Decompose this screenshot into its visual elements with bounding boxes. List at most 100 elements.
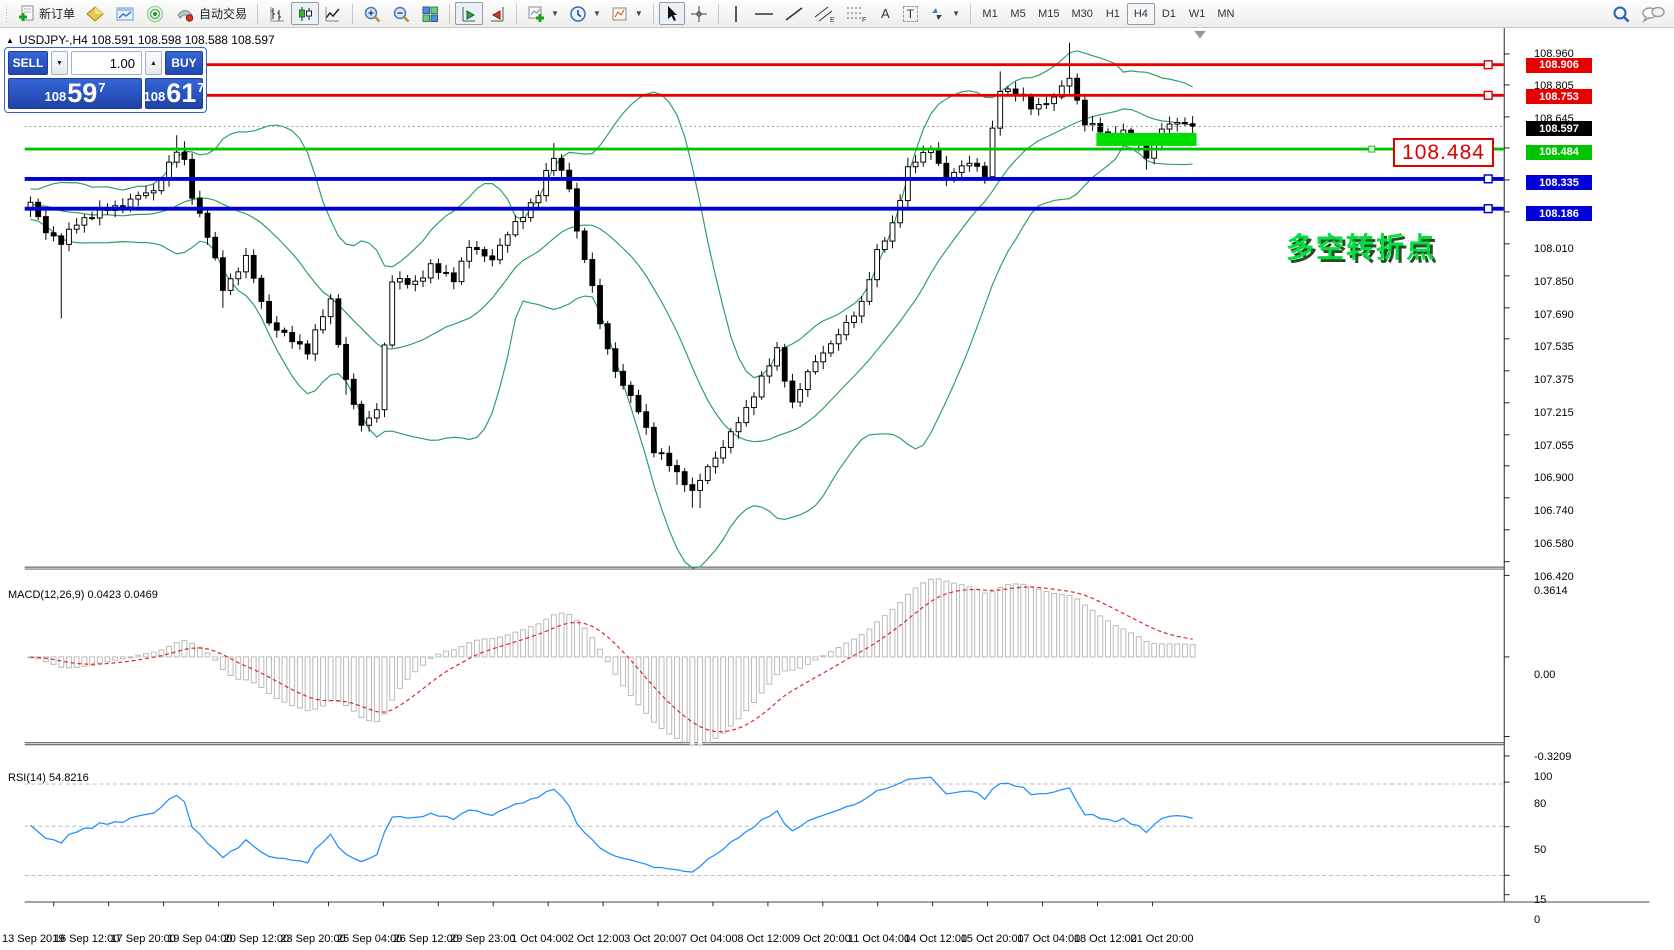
sell-price-small: 108 [44,89,67,104]
green-highlight-zone [1096,132,1197,146]
time-axis-label[interactable]: 17 Oct 04:00 [1017,933,1081,945]
time-axis-label[interactable]: 20 Sep 12:00 [223,933,290,945]
zoom-in-button[interactable] [358,2,387,25]
timeframe-MN[interactable]: MN [1217,7,1235,20]
price-axis-tick-label: 106.900 [1534,472,1574,485]
time-axis-label[interactable]: 3 Oct 20:00 [624,933,682,945]
time-axis-label[interactable]: 19 Sep 04:00 [167,933,233,945]
toolbar-separator [717,3,719,24]
timeframe-M15[interactable]: M15 [1038,7,1060,20]
time-axis-label[interactable]: 29 Sep 23:00 [450,933,516,945]
toolbar-separator [652,3,654,24]
crosshair-tool-button[interactable] [685,2,713,25]
time-axis-label[interactable]: 1 Oct 04:00 [510,933,568,945]
price-line-label: 108.335 [1526,175,1592,191]
time-axis-label[interactable]: 25 Sep 04:00 [336,933,403,945]
trendline-tool-button[interactable] [779,2,809,25]
timeframe-D1[interactable]: D1 [1161,7,1176,20]
price-axis-tick-label: 107.850 [1534,276,1574,289]
chat-icon [1642,6,1665,23]
time-axis-label[interactable]: 21 Oct 20:00 [1130,933,1194,945]
chart-canvas[interactable] [0,28,1674,950]
price-line-end-marker [1483,174,1493,184]
volume-down-button[interactable]: ▼ [51,51,68,75]
price-axis-tick-label: 106.740 [1534,505,1574,518]
horizontal-line-icon [754,12,773,15]
zoom-out-button[interactable] [387,2,416,25]
buy-price-big: 61 [166,78,197,108]
auto-trading-button[interactable]: 自动交易 [170,2,252,25]
bar-chart-button[interactable] [263,2,291,25]
tile-windows-button[interactable] [416,2,444,25]
indicators-icon [528,6,545,22]
time-axis-label[interactable]: 8 Oct 12:00 [737,933,795,945]
buy-button[interactable]: BUY [165,51,203,75]
price-axis-tick-label: 108.960 [1534,47,1574,60]
new-order-button[interactable]: 新订单 [12,2,80,25]
auto-scroll-button[interactable] [455,2,484,25]
price-callout-label: 108.484 [1393,138,1494,167]
periods-button[interactable]: ▼ [564,2,606,25]
time-axis-label[interactable]: 2 Oct 12:00 [567,933,625,945]
chart-shift-button[interactable] [483,2,511,25]
chart-window: ▲ USDJPY-,H4 108.591 108.598 108.588 108… [0,28,1674,950]
macd-axis-tick-label: 0.3614 [1534,585,1568,597]
sell-price-display[interactable]: 108 59 7 [8,78,142,109]
arrows-tool-button[interactable]: ▼ [923,2,965,25]
search-button[interactable] [1607,2,1636,25]
price-axis-tick-label: 107.690 [1534,309,1574,322]
horizontal-line-tool-button[interactable] [749,2,779,25]
cursor-tool-button[interactable] [658,2,685,25]
bollinger-middle-band [30,108,1193,443]
timeframe-H1[interactable]: H1 [1105,7,1120,20]
timeframe-M5[interactable]: M5 [1010,7,1026,20]
trendline-icon [785,6,803,21]
time-axis-label[interactable]: 23 Sep 20:00 [280,933,346,945]
volume-up-button[interactable]: ▲ [145,51,162,75]
time-axis-label[interactable]: 17 Sep 20:00 [110,933,176,945]
time-axis-label[interactable]: 7 Oct 04:00 [680,933,738,945]
text-tool-button[interactable]: A [873,2,898,25]
new-order-icon [19,5,34,21]
metaeditor-button[interactable] [80,2,110,25]
time-axis-label[interactable]: 15 Oct 20:00 [960,933,1024,945]
timeframe-M1[interactable]: M1 [982,7,998,20]
clock-icon [570,5,586,22]
timeframe-W1[interactable]: W1 [1188,7,1206,20]
rsi-indicator-label: RSI(14) 54.8216 [8,772,89,784]
sell-button[interactable]: SELL [8,51,48,75]
time-axis-label[interactable]: 16 Sep 12:00 [53,933,120,945]
current-price-label: 108.597 [1526,121,1592,137]
time-axis-label[interactable]: 18 Oct 12:00 [1073,933,1137,945]
templates-button[interactable]: ▼ [606,2,648,25]
dropdown-caret: ▼ [551,9,559,18]
indicators-button[interactable]: ▼ [522,2,564,25]
time-axis-label[interactable]: 26 Sep 12:00 [393,933,459,945]
price-axis-tick-label: 108.010 [1534,243,1574,256]
callout-anchor-marker [1368,145,1376,153]
vertical-line-tool-button[interactable] [724,2,749,25]
timeframe-M30[interactable]: M30 [1071,7,1093,20]
collapse-arrow-icon[interactable]: ▲ [6,35,14,45]
search-icon [1613,6,1630,22]
dropdown-caret: ▼ [634,9,643,18]
zoom-in-icon [364,6,381,22]
sell-price-sup: 7 [98,80,106,95]
volume-input[interactable]: 1.00 [71,51,142,75]
chat-button[interactable] [1636,2,1670,25]
channel-tool-button[interactable]: E [809,2,841,25]
label-tool-button[interactable]: T [898,2,923,25]
signals-button[interactable] [140,2,170,25]
market-watch-button[interactable] [110,2,140,25]
line-chart-button[interactable] [319,2,347,25]
fibonacci-tool-button[interactable]: F [841,2,873,25]
time-axis-label[interactable]: 13 Sep 2019 [2,933,65,945]
macd-histogram [27,578,1196,746]
timeframe-H4[interactable]: H4 [1126,2,1155,25]
time-axis-label[interactable]: 9 Oct 20:00 [793,933,851,945]
buy-price-display[interactable]: 108 61 7 [144,78,205,109]
time-axis-label[interactable]: 11 Oct 04:00 [847,933,911,945]
time-axis-label[interactable]: 14 Oct 12:00 [904,933,968,945]
candlestick-chart-button[interactable] [291,2,320,25]
sell-price-big: 59 [67,78,98,108]
